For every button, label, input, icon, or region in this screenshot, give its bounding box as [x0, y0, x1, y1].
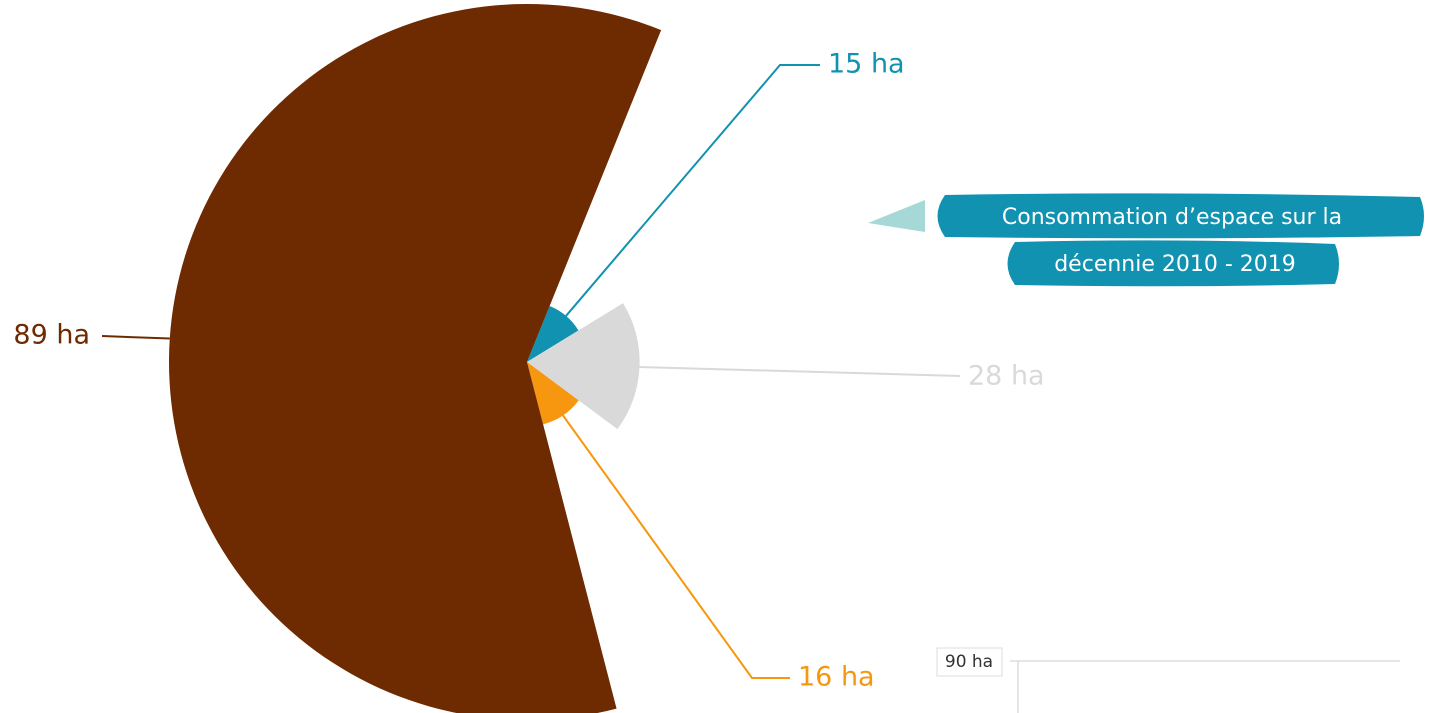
pie-slice	[527, 303, 640, 430]
data-label: 16 ha	[798, 662, 875, 693]
y-tick-label: 90 ha	[945, 652, 993, 672]
data-label: 15 ha	[828, 49, 905, 80]
tick-label-box	[936, 647, 1003, 677]
pie-slice	[169, 4, 662, 713]
pie-slice	[527, 306, 579, 362]
leader-line	[639, 365, 961, 377]
chart-title: Consommation d’espace sur la	[1002, 205, 1342, 230]
data-label: 89 ha	[13, 320, 90, 351]
chart-title: décennie 2010 - 2019	[1054, 252, 1296, 277]
leader-line	[562, 414, 790, 679]
pie-slice	[527, 362, 579, 425]
leader-line	[101, 335, 170, 340]
leader-line	[565, 64, 820, 317]
badge-line-1	[937, 193, 1424, 239]
badge-line-2	[1007, 240, 1339, 287]
data-label: 28 ha	[968, 361, 1045, 392]
badge-pointer	[868, 200, 925, 232]
